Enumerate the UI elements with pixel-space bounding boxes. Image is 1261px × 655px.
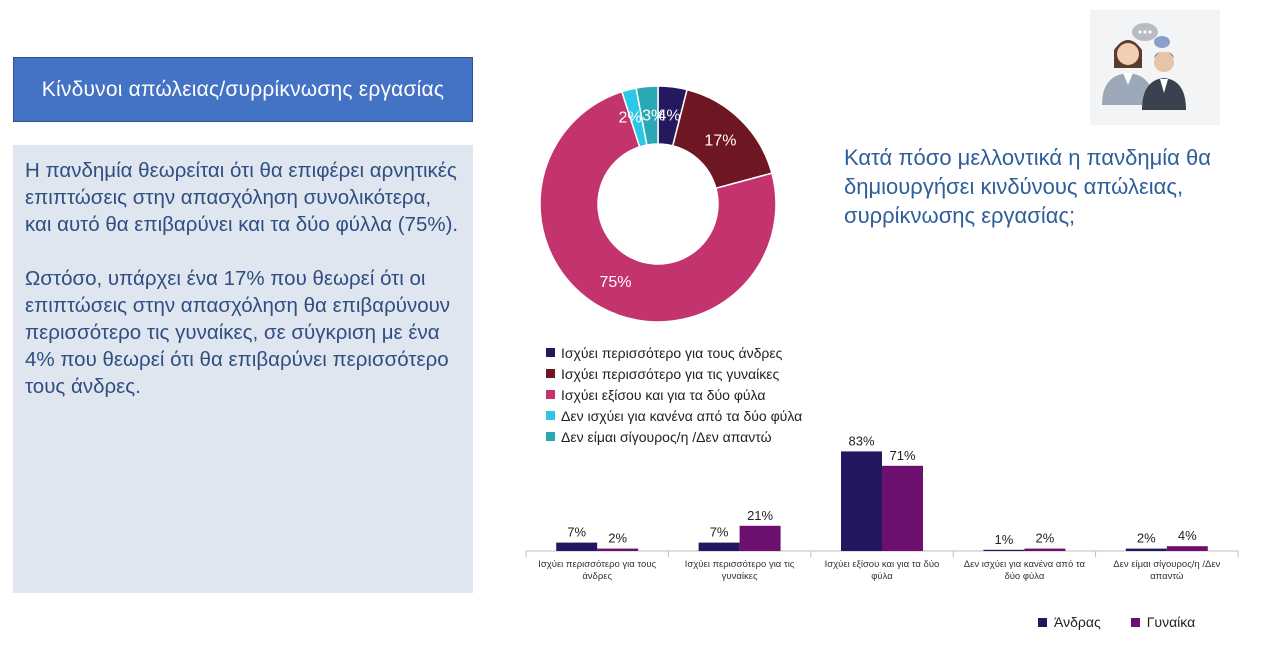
section-title: Κίνδυνοι απώλειας/συρρίκνωσης εργασίας bbox=[13, 57, 473, 122]
donut-slice bbox=[539, 90, 777, 323]
legend-label: Ισχύει εξίσου και για τα δύο φύλα bbox=[561, 386, 766, 403]
category-label: γυναίκες bbox=[722, 571, 758, 582]
legend-swatch bbox=[546, 432, 555, 441]
legend-swatch bbox=[1130, 617, 1140, 627]
survey-question: Κατά πόσο μελλοντικά η πανδημία θα δημιο… bbox=[844, 145, 1211, 228]
donut-value-label: 3% bbox=[642, 107, 665, 124]
category-label: δύο φύλα bbox=[1004, 571, 1044, 582]
legend-label: Ισχύει περισσότερο για τους άνδρες bbox=[561, 344, 783, 361]
bar-value-label: 7% bbox=[567, 525, 586, 540]
bar-value-label: 2% bbox=[1137, 531, 1156, 546]
donut-legend-item: Ισχύει περισσότερο για τις γυναίκες bbox=[546, 363, 802, 384]
summary-panel: Η πανδημία θεωρείται ότι θα επιφέρει αρν… bbox=[13, 145, 473, 593]
bar bbox=[983, 549, 1025, 551]
bar bbox=[556, 542, 598, 551]
bar-value-label: 21% bbox=[747, 508, 773, 523]
summary-paragraph-2: Ωστόσο, υπάρχει ένα 17% που θεωρεί ότι ο… bbox=[25, 267, 451, 398]
bar bbox=[1024, 548, 1066, 551]
donut-value-label: 75% bbox=[599, 274, 631, 291]
category-label: Ισχύει περισσότερο για τις bbox=[685, 559, 795, 570]
category-label: Δεν είμαι σίγουρος/η /Δεν bbox=[1113, 559, 1220, 570]
bar bbox=[1166, 546, 1208, 551]
donut-legend-item: Ισχύει περισσότερο για τους άνδρες bbox=[546, 342, 802, 363]
category-label: απαντώ bbox=[1150, 571, 1184, 582]
category-label: φύλα bbox=[871, 571, 893, 582]
category-label: Ισχύει περισσότερο για τους bbox=[538, 559, 656, 570]
bar-value-label: 7% bbox=[710, 525, 729, 540]
bar-value-label: 1% bbox=[995, 532, 1014, 547]
donut-legend-item: Ισχύει εξίσου και για τα δύο φύλα bbox=[546, 384, 802, 405]
legend-swatch bbox=[546, 390, 555, 399]
legend-label: Ισχύει περισσότερο για τις γυναίκες bbox=[561, 365, 780, 382]
legend-label: Άνδρας bbox=[1054, 614, 1101, 630]
donut-chart: 4% 17% 75% 2% 3% bbox=[539, 85, 777, 323]
legend-label: Δεν ισχύει για κανένα από τα δύο φύλα bbox=[561, 407, 803, 424]
donut-slice bbox=[635, 85, 659, 146]
bar-legend: Άνδρας Γυναίκα bbox=[1038, 614, 1225, 630]
donut-value-label: 17% bbox=[704, 133, 736, 150]
donut-legend-item: Δεν ισχύει για κανένα από τα δύο φύλα bbox=[546, 405, 802, 426]
category-label: Ισχύει εξίσου και για τα δύο bbox=[825, 559, 940, 570]
bar-value-label: 4% bbox=[1178, 528, 1197, 543]
bar-legend-item: Άνδρας bbox=[1038, 614, 1101, 630]
bar-legend-item: Γυναίκα bbox=[1130, 614, 1196, 630]
people-discussion-icon bbox=[1090, 10, 1220, 125]
bar-value-label: 2% bbox=[1036, 531, 1055, 546]
bar bbox=[1125, 548, 1167, 551]
bar-value-label: 2% bbox=[608, 531, 627, 546]
legend-label: Γυναίκα bbox=[1146, 614, 1196, 630]
category-label: άνδρες bbox=[582, 571, 612, 582]
bar bbox=[882, 465, 923, 551]
donut-legend-item: Δεν είμαι σίγουρος/η /Δεν απαντώ bbox=[546, 426, 802, 447]
legend-swatch bbox=[546, 411, 555, 420]
donut-legend: Ισχύει περισσότερο για τους άνδρες Ισχύει… bbox=[546, 342, 802, 447]
legend-swatch bbox=[1038, 617, 1047, 627]
bar bbox=[698, 542, 740, 551]
bar bbox=[739, 525, 781, 551]
bar bbox=[841, 451, 882, 551]
donut-value-label: 4% bbox=[657, 108, 680, 125]
summary-paragraph-1: Η πανδημία θεωρείται ότι θα επιφέρει αρν… bbox=[25, 159, 459, 236]
legend-label: Δεν είμαι σίγουρος/η /Δεν απαντώ bbox=[561, 428, 772, 445]
legend-swatch bbox=[546, 348, 555, 357]
bar-value-label: 83% bbox=[848, 433, 874, 448]
bar bbox=[597, 548, 639, 551]
donut-value-label: 2% bbox=[619, 110, 642, 127]
legend-swatch bbox=[546, 369, 555, 378]
category-label: Δεν ισχύει για κανένα από τα bbox=[964, 559, 1086, 570]
bar-value-label: 71% bbox=[889, 448, 915, 463]
section-title-text: Κίνδυνοι απώλειας/συρρίκνωσης εργασίας bbox=[41, 77, 445, 101]
